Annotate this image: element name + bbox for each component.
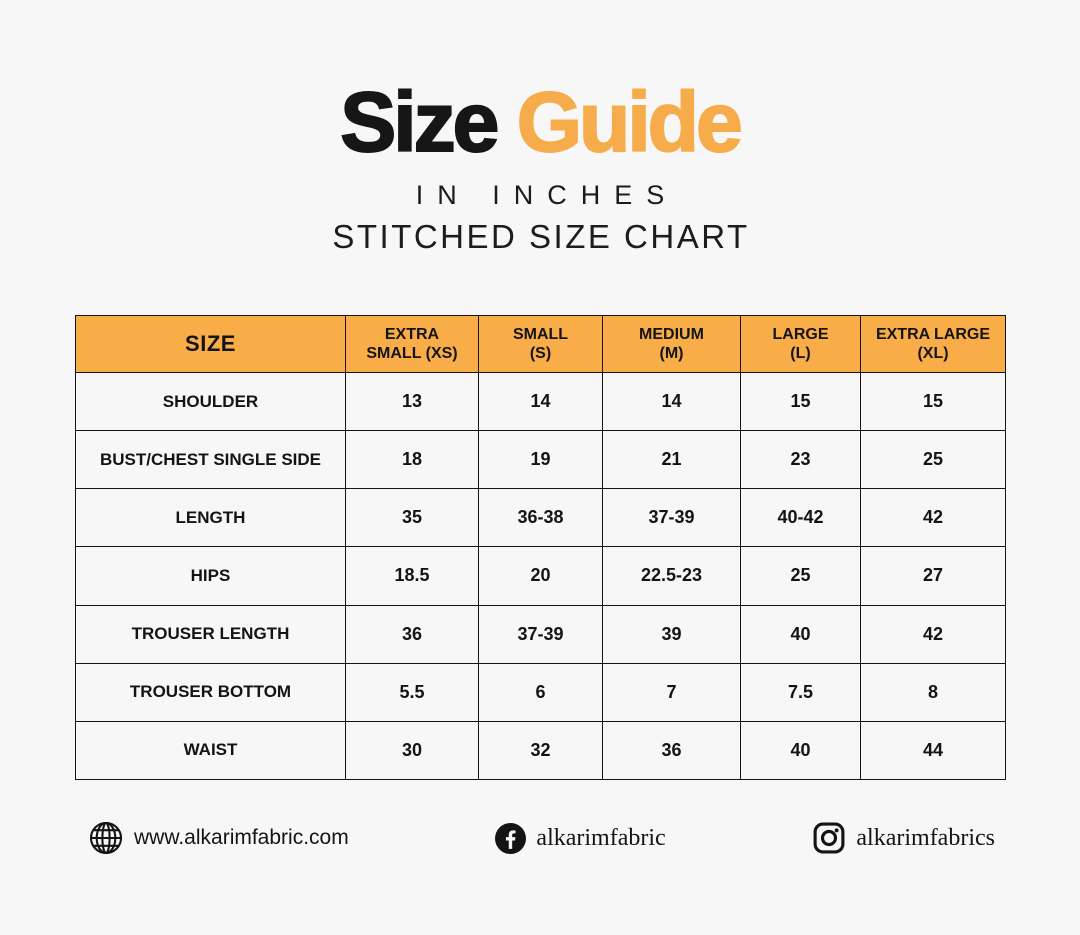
row-label: SHOULDER [75, 371, 346, 432]
cell-value: 14 [478, 371, 603, 432]
cell-value: 14 [602, 371, 741, 432]
cell-value: 40 [740, 720, 861, 781]
subtitle-in-inches: IN INCHES [415, 180, 679, 210]
column-header-medium: MEDIUM (M) [602, 315, 741, 373]
cell-value: 40-42 [740, 488, 861, 548]
cell-value: 25 [740, 546, 861, 606]
cell-value: 18 [345, 430, 479, 490]
table-row-shoulder: SHOULDER 13 14 14 15 15 [75, 371, 1006, 432]
facebook-icon [495, 822, 527, 854]
table-row-length: LENGTH 35 36-38 37-39 40-42 42 [75, 488, 1006, 548]
facebook-handle: alkarimfabric [536, 824, 666, 851]
title-block: Size Guide IN INCHES STITCHED SIZE CHART [0, 79, 1080, 256]
row-label: TROUSER LENGTH [75, 604, 346, 664]
page-title-size: Size [339, 75, 500, 169]
cell-value: 36 [602, 720, 741, 781]
cell-value: 5.5 [345, 662, 479, 722]
website-link[interactable]: www.alkarimfabric.com [88, 820, 349, 856]
cell-value: 32 [478, 720, 603, 781]
cell-value: 37-39 [602, 488, 741, 548]
cell-value: 35 [345, 488, 479, 548]
table-row-waist: WAIST 30 32 36 40 44 [75, 720, 1006, 781]
row-label: HIPS [75, 546, 346, 606]
cell-value: 8 [860, 662, 1006, 722]
cell-value: 15 [740, 371, 861, 432]
cell-value: 13 [345, 371, 479, 432]
instagram-handle: alkarimfabrics [856, 824, 995, 851]
size-chart-table: SIZE EXTRA SMALL (XS) SMALL (S) MEDIUM (… [75, 315, 1006, 781]
cell-value: 19 [478, 430, 603, 490]
footer: www.alkarimfabric.com alkarimfabric alka… [88, 816, 995, 860]
cell-value: 21 [602, 430, 741, 490]
cell-value: 7.5 [740, 662, 861, 722]
cell-value: 7 [602, 662, 741, 722]
row-label: BUST/CHEST SINGLE SIDE [75, 430, 346, 490]
page-title: Size Guide [0, 79, 1080, 165]
column-header-small: SMALL (S) [478, 315, 603, 373]
table-row-bust-chest: BUST/CHEST SINGLE SIDE 18 19 21 23 25 [75, 430, 1006, 490]
cell-value: 20 [478, 546, 603, 606]
instagram-icon [812, 821, 846, 855]
column-header-size: SIZE [75, 315, 346, 373]
subtitle-stitched-size-chart: STITCHED SIZE CHART [332, 218, 750, 255]
facebook-link[interactable]: alkarimfabric [495, 822, 666, 854]
cell-value: 25 [860, 430, 1006, 490]
cell-value: 36-38 [478, 488, 603, 548]
cell-value: 15 [860, 371, 1006, 432]
instagram-link[interactable]: alkarimfabrics [812, 821, 995, 855]
cell-value: 42 [860, 488, 1006, 548]
column-header-large: LARGE (L) [740, 315, 861, 373]
cell-value: 30 [345, 720, 479, 781]
cell-value: 42 [860, 604, 1006, 664]
row-label: TROUSER BOTTOM [75, 662, 346, 722]
row-label: LENGTH [75, 488, 346, 548]
page-title-guide: Guide [496, 75, 744, 169]
cell-value: 18.5 [345, 546, 479, 606]
cell-value: 40 [740, 604, 861, 664]
globe-icon [88, 820, 124, 856]
table-row-hips: HIPS 18.5 20 22.5-23 25 27 [75, 546, 1006, 606]
cell-value: 44 [860, 720, 1006, 781]
cell-value: 23 [740, 430, 861, 490]
cell-value: 37-39 [478, 604, 603, 664]
table-header-row: SIZE EXTRA SMALL (XS) SMALL (S) MEDIUM (… [75, 315, 1006, 373]
table-row-trouser-bottom: TROUSER BOTTOM 5.5 6 7 7.5 8 [75, 662, 1006, 722]
column-header-extra-large: EXTRA LARGE (XL) [860, 315, 1006, 373]
cell-value: 27 [860, 546, 1006, 606]
cell-value: 22.5-23 [602, 546, 741, 606]
row-label: WAIST [75, 720, 346, 781]
cell-value: 6 [478, 662, 603, 722]
table-row-trouser-length: TROUSER LENGTH 36 37-39 39 40 42 [75, 604, 1006, 664]
cell-value: 39 [602, 604, 741, 664]
website-label: www.alkarimfabric.com [134, 826, 349, 849]
column-header-extra-small: EXTRA SMALL (XS) [345, 315, 479, 373]
cell-value: 36 [345, 604, 479, 664]
